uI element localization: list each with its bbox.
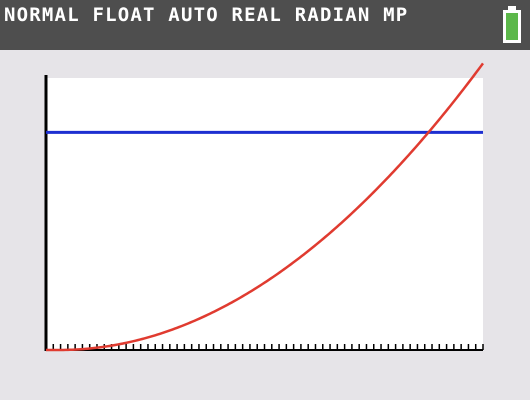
parabola-curve-graph <box>46 62 485 352</box>
graph-plot[interactable] <box>0 50 530 400</box>
graph-window-background <box>46 78 483 351</box>
graph-curves <box>46 62 485 352</box>
graph-screen[interactable] <box>0 50 530 400</box>
status-bar: NORMAL FLOAT AUTO REAL RADIAN MP <box>0 0 530 50</box>
battery-level-fill <box>506 13 518 40</box>
mode-status-text: NORMAL FLOAT AUTO REAL RADIAN MP <box>4 4 409 26</box>
battery-full-icon <box>503 6 521 43</box>
